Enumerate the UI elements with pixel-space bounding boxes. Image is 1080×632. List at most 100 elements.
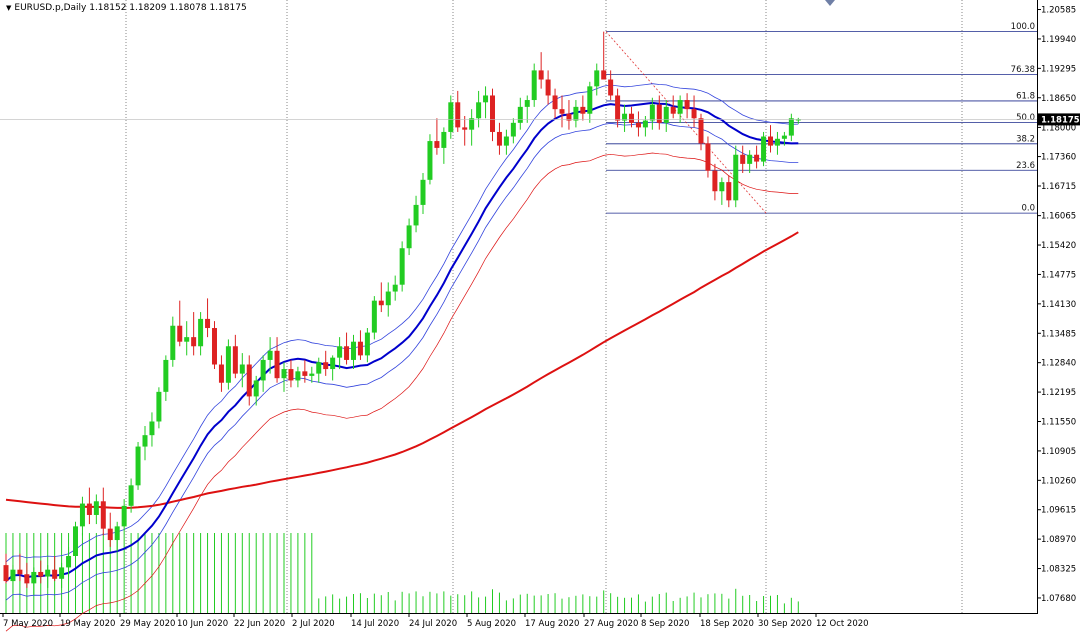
price-axis-label: 1.10905 [1041, 447, 1076, 457]
candle-body [712, 170, 718, 192]
current-price-badge [1038, 113, 1080, 126]
fib-level-label: 38.2 [1016, 134, 1035, 144]
price-axis-label: 1.08970 [1041, 535, 1076, 545]
candle-body [747, 154, 753, 164]
candle-body [184, 337, 190, 342]
candle-body [253, 380, 259, 397]
candle-body [10, 569, 16, 582]
candle-body [635, 122, 641, 128]
candle-body [510, 122, 516, 137]
ma-band-upper-line [5, 83, 799, 563]
date-axis-label: 10 Jun 2020 [177, 619, 228, 629]
chart-shift-marker-icon[interactable] [825, 0, 835, 6]
fib-level-label: 61.8 [1016, 91, 1035, 101]
fib-level-label: 0.0 [1021, 204, 1035, 214]
candle-body [288, 369, 294, 381]
candle-body [191, 337, 197, 347]
price-axis-label: 1.12195 [1041, 388, 1076, 398]
price-axis-label: 1.12840 [1041, 359, 1076, 369]
price-axis-label: 1.07680 [1041, 594, 1076, 604]
candle-body [274, 350, 280, 379]
date-axis-label: 19 May 2020 [60, 619, 115, 629]
candle-body [608, 79, 614, 96]
price-axis-label: 1.18650 [1041, 94, 1076, 104]
candle-body [420, 179, 426, 205]
candle-body [107, 528, 113, 541]
candle-body [100, 501, 106, 529]
fibonacci-retracement[interactable]: 100.0 76.38 61.8 50.0 38.2 23.6 0.0 [605, 22, 1037, 214]
candle-body [232, 346, 238, 374]
price-axis-label: 1.08325 [1041, 565, 1076, 575]
price-axis: 1.20585 1.19940 1.19295 1.18650 1.18000 1.173… [0, 6, 1080, 604]
candle-body [378, 300, 384, 306]
price-axis-label: 1.18000 [1041, 123, 1076, 133]
date-axis-label: 8 Sep 2020 [641, 619, 689, 629]
candle-body [545, 79, 551, 96]
price-axis-label: 1.19940 [1041, 35, 1076, 45]
candle-body [559, 109, 565, 114]
candle-body [392, 284, 398, 292]
fib-trend-line [605, 31, 767, 214]
candle-body [490, 95, 495, 132]
candle-body [156, 391, 162, 422]
candlesticks [3, 31, 801, 595]
candle-body [531, 70, 537, 101]
date-axis: 7 May 2020 19 May 2020 29 May 2020 10 Jun 2… [2, 613, 869, 629]
candle-body [323, 362, 329, 370]
candle-body [31, 571, 37, 584]
price-axis-label: 1.09615 [1041, 506, 1076, 516]
candle-body [705, 143, 711, 171]
candle-body [587, 86, 593, 114]
price-axis-label: 1.10260 [1041, 476, 1076, 486]
symbol-info: EURUSD.p,Daily 1.18152 1.18209 1.18078 1… [14, 3, 247, 13]
candle-body [552, 95, 558, 110]
ma-envelope-lower-line [5, 152, 799, 632]
price-axis-label: 1.17360 [1041, 153, 1076, 163]
candle-body [66, 556, 72, 568]
plot-area[interactable] [0, 0, 1038, 614]
candle-body [448, 102, 454, 132]
candle-body [225, 346, 231, 383]
candle-body [684, 100, 690, 110]
candle-body [17, 569, 23, 575]
candle-body [406, 225, 412, 249]
candle-body [357, 341, 363, 356]
date-axis-label: 24 Jul 2020 [409, 619, 457, 629]
candle-body [649, 104, 655, 121]
candle-body [371, 300, 377, 333]
candle-body [364, 332, 370, 356]
candle-body [663, 106, 669, 123]
candle-body [413, 204, 419, 226]
candle-body [427, 141, 433, 180]
candle-body [629, 113, 634, 123]
candle-body [198, 318, 204, 347]
candle-body [573, 106, 579, 121]
candle-body [788, 118, 794, 136]
current-price-label: 1.18175 [1041, 115, 1080, 125]
candle-body [177, 325, 183, 342]
candle-body [330, 357, 336, 370]
date-axis-label: 14 Jul 2020 [351, 619, 399, 629]
candle-body [476, 102, 482, 119]
candle-body [698, 118, 704, 144]
candle-body [385, 291, 391, 306]
collapse-triangle-icon: ▼ [6, 4, 12, 12]
date-axis-label: 5 Aug 2020 [467, 619, 516, 629]
candle-body [86, 503, 92, 515]
date-axis-label: 12 Oct 2020 [816, 619, 869, 629]
candle-body [503, 136, 509, 146]
price-axis-label: 1.16065 [1041, 212, 1076, 222]
date-axis-label: 2 Jul 2020 [292, 619, 335, 629]
moving-averages [5, 83, 799, 632]
ma-slow-line [5, 231, 799, 509]
date-axis-label: 30 Sep 2020 [758, 619, 812, 629]
candle-body [656, 104, 662, 123]
candle-body [691, 109, 697, 119]
candle-body [719, 182, 725, 192]
candle-body [441, 131, 447, 148]
candle-body [59, 567, 65, 579]
candle-body [24, 574, 30, 584]
price-axis-label: 1.19295 [1041, 64, 1076, 74]
